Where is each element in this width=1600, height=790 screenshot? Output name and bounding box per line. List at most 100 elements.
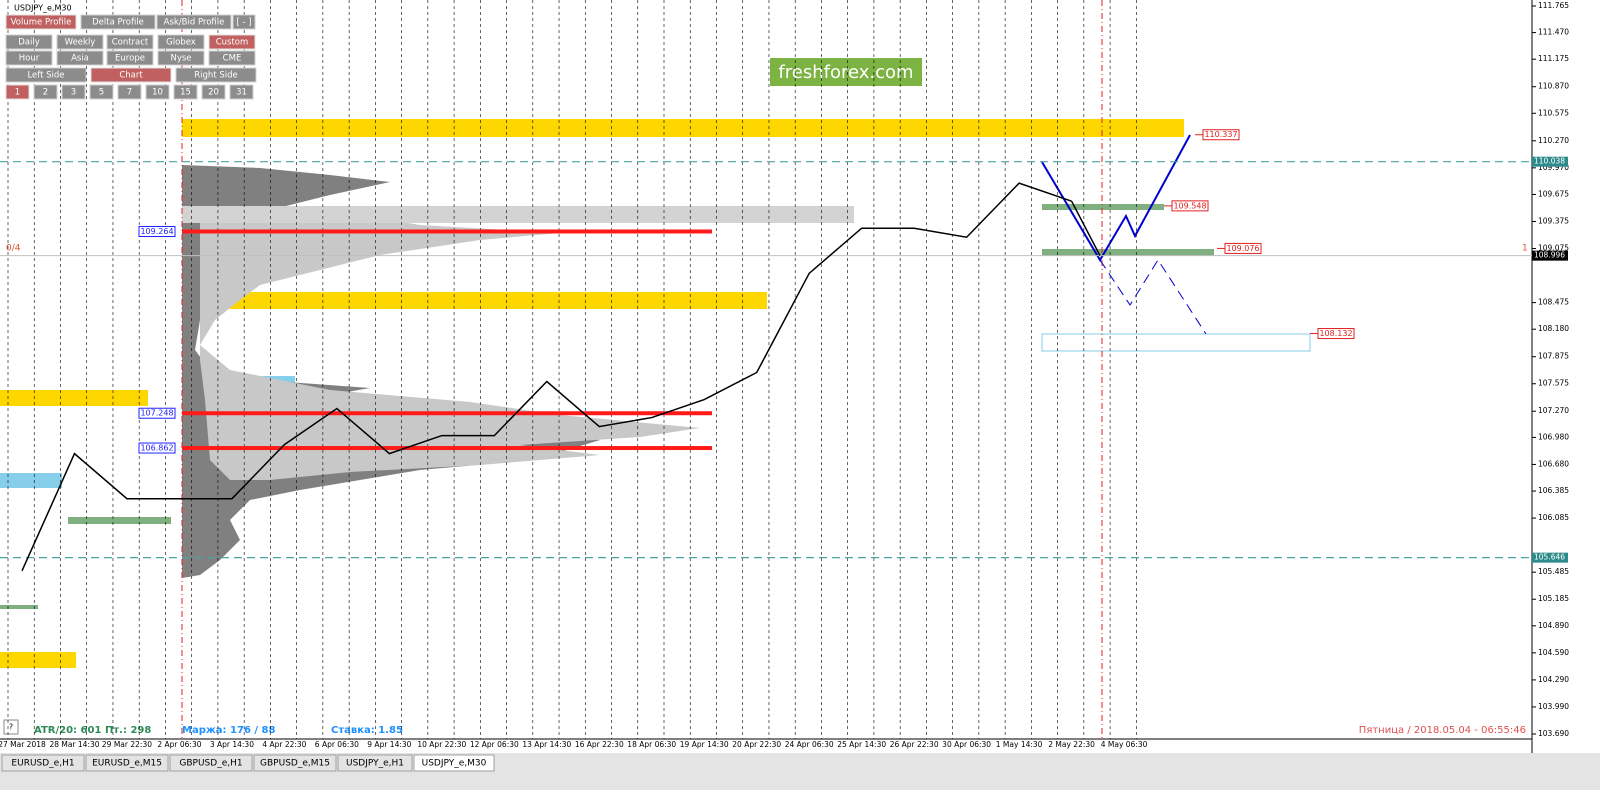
toolbar-button[interactable] [89,84,114,100]
tab[interactable] [85,754,169,772]
toolbar-button[interactable] [156,14,232,30]
toolbar-button[interactable] [90,67,172,83]
price-tick-label: 108.475 [1538,298,1569,307]
price-tick-label: 109.675 [1538,189,1569,198]
atr: ATR/20: 601 [34,725,101,736]
time-label: 1 May 14:30 [996,740,1043,749]
level-label: 107.248 [140,409,173,418]
toolbar-button[interactable] [117,84,142,100]
help-button[interactable] [3,719,19,735]
toolbar-button-label[interactable]: Europe [115,54,145,64]
toolbar-button-label[interactable]: Asia [71,54,89,64]
level-label: 110.337 [1204,130,1237,139]
rate: Ставка: 1.85 [331,725,403,736]
tab-label[interactable]: GBPUSD_e,M15 [260,759,330,769]
tab-label[interactable]: EURUSD_e,M15 [92,759,162,769]
toolbar-button-label[interactable]: Daily [18,38,40,48]
tab-label[interactable]: USDJPY_e,H1 [346,759,404,769]
toolbar-button-label[interactable]: 31 [236,88,247,98]
level-badge [1532,156,1568,167]
help-label[interactable]: ? [9,723,13,732]
toolbar-button[interactable] [5,84,30,100]
toolbar-button-label[interactable]: Globex [166,38,196,48]
price-tick-label: 108.180 [1538,324,1569,333]
toolbar-button[interactable] [56,34,104,50]
toolbar-button-label[interactable]: Nyse [170,54,191,64]
toolbar-button[interactable] [5,67,87,83]
price-tick-label: 106.680 [1538,459,1569,468]
toolbar-button-label[interactable]: Weekly [65,38,96,48]
toolbar-button-label[interactable]: 3 [71,88,76,98]
time-label: 19 Apr 14:30 [680,740,729,749]
toolbar-button[interactable] [5,34,53,50]
toolbar-button[interactable] [145,84,170,100]
level-label: 106.862 [140,444,173,453]
toolbar-button-label[interactable]: Right Side [194,71,237,81]
margin: Маржа: 176 / 88 [182,725,275,736]
tab[interactable] [1,754,85,772]
toolbar-button[interactable] [157,50,205,66]
toolbar-button[interactable] [208,34,256,50]
time-label: 18 Apr 06:30 [627,740,676,749]
toolbar-button-label[interactable]: 2 [43,88,48,98]
toolbar-button-label[interactable]: Hour [19,54,40,64]
toolbar-button-label[interactable]: 20 [208,88,219,98]
time-label: 4 May 06:30 [1101,740,1148,749]
toolbar-button[interactable] [106,34,154,50]
tab[interactable] [337,754,413,772]
time-label: 29 Mar 22:30 [102,740,152,749]
toolbar-button[interactable] [201,84,226,100]
zone [0,652,76,668]
tab-label[interactable]: GBPUSD_e,H1 [179,759,242,769]
tab-label[interactable]: EURUSD_e,H1 [11,759,74,769]
toolbar-button[interactable] [33,84,58,100]
level-label: 109.076 [1226,244,1259,253]
toolbar-button-label[interactable]: 5 [99,88,104,98]
toolbar-button-label[interactable]: CME [223,54,242,64]
toolbar-button-label[interactable]: Volume Profile [11,18,72,28]
level-label: 108.132 [1319,329,1352,338]
toolbar-button[interactable] [229,84,254,100]
tab[interactable] [169,754,253,772]
toolbar-button[interactable] [61,84,86,100]
toolbar-button[interactable] [5,50,53,66]
toolbar-button[interactable] [157,34,205,50]
toolbar-button-label[interactable]: Custom [216,38,249,48]
toolbar-button-label[interactable]: 7 [127,88,132,98]
toolbar-button-label[interactable]: Delta Profile [92,18,144,28]
toolbar-button[interactable] [56,50,104,66]
price-tick-label: 104.290 [1538,675,1569,684]
tab[interactable] [253,754,337,772]
time-label: 6 Apr 06:30 [315,740,359,749]
toolbar-button-label[interactable]: 1 [15,88,20,98]
zone [0,473,62,488]
level-box [138,225,176,237]
toolbar-button-label[interactable]: Ask/Bid Profile [164,18,225,28]
toolbar-button-label[interactable]: Left Side [27,71,64,81]
tab[interactable] [413,754,495,772]
toolbar-button[interactable] [208,50,256,66]
time-label: 16 Apr 22:30 [575,740,624,749]
toolbar-button-label[interactable]: 10 [152,88,163,98]
toolbar-button-label[interactable]: Chart [119,71,143,81]
toolbar-button[interactable] [5,14,77,30]
toolbar-button-label[interactable]: Contract [112,38,149,48]
right-counter: 1 [1522,244,1528,254]
tab-label[interactable]: USDJPY_e,M30 [422,759,487,769]
zone [0,605,38,609]
logo: freshforex.com [778,62,913,83]
price-tick-label: 106.385 [1538,486,1569,495]
toolbar-button-label[interactable]: [ - ] [236,18,251,28]
toolbar-button[interactable] [175,67,257,83]
level-badge [1532,552,1568,563]
toolbar-button[interactable] [106,50,154,66]
toolbar-button[interactable] [232,14,256,30]
toolbar-button-label[interactable]: 15 [180,88,191,98]
zone [182,292,767,309]
time-label: 3 Apr 14:30 [210,740,254,749]
toolbar-button[interactable] [173,84,198,100]
price-tick-label: 111.175 [1538,54,1569,63]
friday-range: Пт.: 298 [105,725,151,736]
supply-zone [182,119,1184,137]
toolbar-button[interactable] [80,14,156,30]
